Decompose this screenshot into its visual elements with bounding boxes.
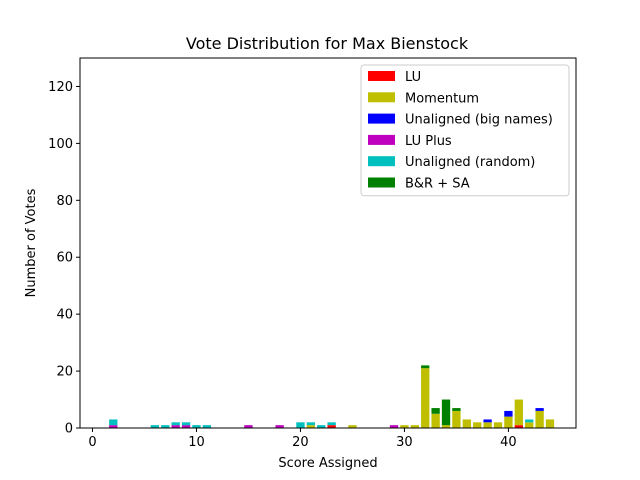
legend-label-lu-plus: LU Plus: [405, 134, 452, 149]
chart-title: Vote Distribution for Max Bienstock: [186, 34, 469, 53]
bar-lu-plus-2: [109, 425, 118, 428]
x-tick-label-20: 20: [292, 435, 309, 450]
bar-unaligned-random-7: [161, 425, 170, 428]
bar-momentum-40: [504, 416, 513, 428]
y-tick-label-80: 80: [56, 194, 73, 209]
bar-unaligned-random-20: [296, 422, 305, 428]
bar-unaligned-big-names-40: [504, 410, 513, 417]
bar-momentum-30: [400, 425, 409, 428]
y-axis-label: Number of Votes: [24, 188, 39, 297]
bar-momentum-43: [535, 410, 544, 428]
x-tick-label-10: 10: [188, 435, 205, 450]
bar-momentum-39: [493, 422, 503, 428]
bar-unaligned-big-names-38: [483, 419, 492, 423]
y-tick-label-60: 60: [56, 251, 73, 266]
bar-lu-23: [327, 425, 336, 428]
bar-unaligned-random-10: [192, 425, 201, 428]
bar-lu-plus-9: [181, 425, 191, 428]
bar-momentum-34: [441, 425, 451, 428]
y-tick-label-120: 120: [48, 80, 73, 95]
bar-momentum-44: [545, 419, 555, 428]
bar-momentum-38: [483, 422, 492, 428]
bar-unaligned-random-8: [171, 422, 180, 426]
y-tick-label-40: 40: [56, 308, 73, 323]
y-tick-label-0: 0: [65, 422, 73, 437]
legend-swatch-lu-plus: [368, 134, 395, 145]
plot-frame: [79, 57, 577, 429]
x-tick-label-40: 40: [500, 435, 517, 450]
legend: LU Momentum Unaligned (big names) LU Plus Un…: [360, 64, 570, 197]
y-tick-label-100: 100: [48, 137, 73, 152]
x-axis-label: Score Assigned: [278, 456, 377, 471]
legend-label-b-r-sa: B&R + SA: [405, 177, 470, 192]
bar-lu-plus-18: [275, 425, 284, 428]
bar-unaligned-random-22: [317, 425, 326, 428]
bar-lu-plus-15: [244, 425, 253, 428]
bar-unaligned-random-9: [181, 422, 191, 426]
bar-unaligned-random-42: [525, 419, 534, 423]
bar-momentum-31: [410, 425, 419, 428]
bar-b-r-sa-35: [452, 408, 461, 411]
bar-unaligned-random-23: [327, 422, 336, 426]
legend-swatch-b-r-sa: [368, 177, 395, 188]
x-tick-label-30: 30: [396, 435, 413, 450]
bar-momentum-21: [306, 425, 315, 428]
legend-label-momentum: Momentum: [405, 91, 479, 106]
legend-label-unaligned-big-names: Unaligned (big names): [405, 113, 553, 128]
bar-momentum-42: [525, 422, 534, 428]
bar-lu-plus-29: [389, 425, 399, 428]
legend-swatch-momentum: [368, 92, 395, 103]
y-tick-label-20: 20: [56, 365, 73, 380]
y-axis-ticks: 0 20 40 60 80 100 120: [48, 80, 80, 437]
bar-momentum-35: [452, 410, 461, 428]
bar-unaligned-random-6: [150, 425, 160, 428]
legend-label-lu: LU: [405, 70, 421, 85]
bars-group: [109, 365, 555, 428]
bar-b-r-sa-32: [421, 365, 430, 369]
bar-momentum-25: [348, 425, 357, 428]
bar-unaligned-random-2: [109, 419, 118, 426]
bar-lu-41: [514, 425, 523, 428]
legend-swatch-lu: [368, 71, 395, 81]
bar-unaligned-random-11: [202, 425, 212, 428]
x-tick-label-0: 0: [88, 435, 96, 450]
bar-unaligned-big-names-43: [535, 408, 544, 411]
x-axis-ticks: 0 10 20 30 40: [88, 428, 517, 450]
bar-momentum-41: [514, 399, 523, 426]
bar-lu-plus-8: [171, 425, 180, 428]
legend-swatch-unaligned-random: [368, 156, 395, 167]
bar-momentum-37: [473, 422, 482, 428]
legend-label-unaligned-random: Unaligned (random): [405, 155, 535, 170]
legend-swatch-unaligned-big-names: [368, 113, 395, 124]
legend-box: [360, 64, 570, 197]
bar-momentum-36: [462, 419, 471, 428]
bar-momentum-33: [431, 413, 440, 428]
bar-unaligned-random-21: [306, 422, 315, 426]
bar-b-r-sa-34: [441, 399, 451, 426]
bar-momentum-32: [421, 368, 430, 428]
bar-b-r-sa-33: [431, 408, 440, 414]
